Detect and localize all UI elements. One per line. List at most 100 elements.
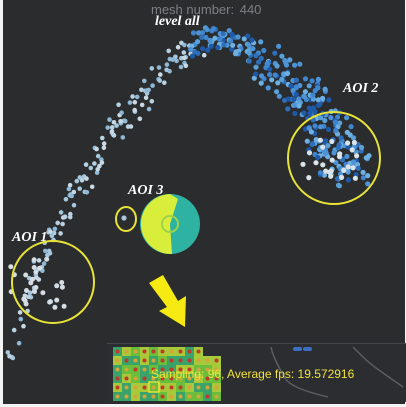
gaze-point: [182, 55, 187, 61]
gaze-point: [18, 316, 24, 322]
gaze-point: [17, 310, 23, 315]
aoi-2-circle[interactable]: [287, 111, 381, 205]
heatmap-cell-dot: [124, 358, 129, 363]
heatmap-cell-dot: [214, 394, 219, 399]
gaze-point: [63, 197, 69, 202]
gaze-point: [352, 175, 358, 181]
gaze-point: [178, 64, 184, 70]
gaze-point: [36, 258, 42, 263]
heatmap-cell-dot: [169, 358, 174, 363]
gaze-point: [67, 214, 73, 220]
gaze-point: [329, 138, 335, 145]
gaze-point-cloud: [5, 25, 381, 361]
gaze-point: [350, 135, 357, 141]
gaze-point: [150, 83, 155, 88]
gaze-point: [310, 96, 317, 102]
gaze-point: [293, 77, 299, 83]
heatmap-cell-dot: [133, 376, 138, 381]
gaze-point: [258, 80, 264, 86]
heatmap-cell-dot: [115, 367, 120, 372]
gaze-point: [132, 107, 137, 113]
gaze-point: [109, 129, 115, 134]
heatmap-cell-dot: [196, 367, 201, 372]
gaze-point: [308, 129, 314, 135]
gaze-point: [208, 43, 214, 49]
gaze-point: [256, 59, 262, 65]
heatmap-cell-dot: [196, 385, 201, 390]
gaze-point: [48, 299, 53, 305]
gaze-point: [274, 89, 280, 95]
gaze-point: [334, 176, 340, 182]
heatmap-cell-dot: [187, 349, 192, 354]
gaze-point: [229, 46, 235, 52]
gaze-point: [323, 138, 329, 144]
heatmap-inset[interactable]: Sampling: 96, Average fps: 19.572916: [107, 343, 406, 402]
gaze-point: [83, 162, 89, 167]
gaze-point: [118, 119, 123, 124]
gaze-point: [66, 186, 72, 192]
gaze-point: [48, 229, 53, 234]
gaze-point: [167, 68, 172, 74]
gaze-point: [251, 75, 257, 81]
gaze-point: [301, 110, 307, 116]
heatmap-cell-dot: [160, 394, 165, 399]
gaze-point: [320, 95, 326, 101]
gaze-point: [190, 30, 197, 36]
gaze-point: [162, 80, 167, 85]
gaze-point: [125, 124, 131, 129]
down-arrow-icon: [149, 275, 186, 327]
gaze-point: [59, 280, 65, 285]
gaze-point: [329, 157, 335, 163]
gaze-point: [166, 48, 171, 54]
gaze-point: [304, 138, 310, 144]
heatmap-cell-dot: [151, 367, 156, 372]
heatmap-cell-dot: [160, 358, 165, 363]
gaze-point: [203, 34, 209, 41]
gaze-point: [293, 84, 299, 90]
gaze-point: [74, 178, 80, 184]
gaze-point: [235, 34, 241, 40]
gaze-point: [71, 189, 77, 195]
trace-line-2: [352, 347, 404, 388]
aoi-1-circle[interactable]: [11, 240, 95, 324]
gaze-point: [181, 50, 187, 55]
gaze-point: [7, 353, 12, 359]
gaze-focus-marker: [140, 194, 200, 255]
gaze-point: [351, 159, 357, 165]
heatmap-cell-dot: [178, 367, 183, 372]
gaze-point: [264, 62, 270, 68]
visualization-canvas[interactable]: mesh number: 440 level all AOI 2 AOI 3 A…: [3, 0, 406, 404]
gaze-point: [229, 31, 235, 37]
heatmap-cell-dot: [187, 367, 192, 372]
gaze-point: [43, 248, 48, 254]
gaze-point: [88, 165, 94, 171]
gaze-point: [309, 141, 315, 148]
heatmap-cell-dot: [178, 376, 183, 381]
gaze-point: [365, 173, 371, 179]
heatmap-cell-dot: [205, 376, 210, 381]
gaze-point: [220, 31, 226, 37]
gaze-point: [79, 178, 85, 183]
heatmap-cell-dot: [160, 367, 165, 372]
mesh-number-value: 440: [239, 2, 262, 17]
gaze-point: [24, 288, 29, 293]
gaze-point: [345, 177, 351, 183]
heatmap-cell-dot: [169, 367, 174, 372]
heatmap-cell-dot: [214, 367, 219, 372]
gaze-point: [23, 272, 29, 278]
heatmap-cell-dot: [160, 349, 165, 354]
gaze-point: [339, 174, 345, 180]
heatmap-cell-dot: [178, 349, 183, 354]
aoi-3-circle[interactable]: [115, 206, 137, 232]
heatmap-cell-dot: [169, 394, 174, 399]
mesh-number-readout: mesh number: 440: [151, 2, 261, 17]
gaze-point: [326, 97, 332, 103]
gaze-point: [111, 132, 116, 138]
gaze-point: [320, 162, 326, 168]
heatmap-cell-dot: [115, 358, 120, 363]
gaze-point: [300, 161, 306, 167]
gaze-point: [199, 34, 205, 41]
gaze-point: [317, 137, 323, 143]
sampling-fps-readout: Sampling: 96, Average fps: 19.572916: [151, 367, 355, 381]
gaze-point: [89, 184, 95, 190]
